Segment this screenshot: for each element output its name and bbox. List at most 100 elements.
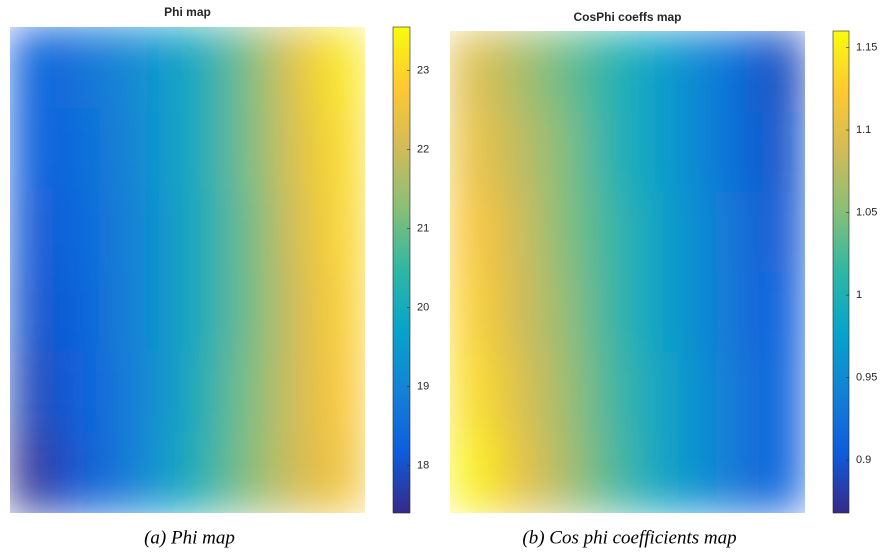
heatmap-cell: [627, 432, 673, 513]
heatmap-cell: [494, 352, 540, 434]
heatmap-cell: [10, 270, 55, 352]
heatmap-cell: [671, 432, 717, 513]
colorbar-tick-label: 1.05: [856, 206, 877, 218]
heatmap-cell: [494, 272, 540, 353]
heatmap-cell: [760, 352, 805, 434]
heatmap-cell: [450, 191, 495, 273]
heatmap-cell: [98, 189, 144, 271]
heatmap-cells: [10, 27, 365, 513]
chart-title: CosPhi coeffs map: [573, 10, 681, 24]
heatmap-cell: [276, 108, 322, 190]
colorbar-tick-label: 1.1: [856, 124, 871, 136]
colorbar-tick-label: 22: [417, 143, 429, 155]
heatmap-cell: [760, 111, 805, 193]
colorbar-tick-label: 19: [417, 380, 429, 392]
heatmap-cell: [450, 272, 495, 353]
heatmap-cell: [231, 189, 277, 271]
heatmap-cell: [276, 351, 322, 433]
heatmap-cell: [538, 31, 584, 112]
heatmap-cell: [583, 31, 628, 112]
heatmap-cell: [276, 432, 322, 513]
heatmap-cell: [98, 432, 144, 513]
heatmap-cell: [538, 191, 584, 273]
heatmap-cell: [320, 189, 365, 271]
heatmap-cell: [10, 189, 55, 271]
heatmap-cell: [187, 351, 233, 433]
heatmap-cell: [54, 108, 100, 190]
colorbar-tick-label: 1.15: [856, 41, 877, 53]
heatmap-cell: [627, 272, 673, 353]
chart-title: Phi map: [164, 5, 211, 19]
heatmap-cell: [671, 352, 717, 434]
heatmap-cell: [583, 352, 628, 434]
colorbar-tick-label: 23: [417, 64, 429, 76]
heatmap-cell: [494, 432, 540, 513]
heatmap-cell: [231, 270, 277, 352]
heatmap-cell: [671, 111, 717, 193]
heatmap-cell: [231, 432, 277, 513]
caption: (b) Cos phi coefficients map: [522, 527, 736, 548]
heatmap-cell: [583, 111, 628, 193]
heatmap-cell: [494, 31, 540, 112]
caption: (a) Phi map: [144, 527, 235, 548]
heatmap-cell: [320, 108, 365, 190]
heatmap-cell: [54, 270, 100, 352]
colorbar-tick-label: 0.9: [856, 454, 871, 466]
heatmap: [450, 31, 805, 513]
heatmap-cell: [54, 432, 100, 513]
heatmap-cell: [627, 111, 673, 193]
heatmap-cell: [143, 432, 188, 513]
heatmap-cell: [187, 108, 233, 190]
heatmap-cell: [54, 351, 100, 433]
heatmap-cell: [671, 272, 717, 353]
colorbar-tick-label: 21: [417, 222, 429, 234]
colorbar: [392, 26, 411, 514]
heatmap-cell: [671, 191, 717, 273]
heatmap-cell: [98, 351, 144, 433]
heatmap-cell: [10, 27, 55, 109]
heatmap-cell: [760, 272, 805, 353]
heatmap-cell: [494, 191, 540, 273]
heatmap-cell: [231, 108, 277, 190]
heatmap-cell: [538, 272, 584, 353]
heatmap-cell: [760, 191, 805, 273]
heatmap-cell: [276, 189, 322, 271]
heatmap-cell: [54, 27, 100, 109]
heatmap-cell: [320, 270, 365, 352]
heatmap-cell: [671, 31, 717, 112]
heatmap-cell: [583, 272, 628, 353]
heatmap-cell: [716, 111, 762, 193]
heatmap-cell: [98, 270, 144, 352]
heatmap-cell: [627, 191, 673, 273]
heatmap-cell: [231, 27, 277, 109]
heatmap-cell: [716, 352, 762, 434]
heatmap-cell: [450, 111, 495, 193]
heatmap-cell: [54, 189, 100, 271]
heatmap-cell: [627, 31, 673, 112]
heatmap-cell: [760, 432, 805, 513]
heatmap-cell: [187, 189, 233, 271]
colorbar-tick-label: 1: [856, 289, 862, 301]
heatmap-cell: [187, 432, 233, 513]
heatmap-cell: [538, 111, 584, 193]
heatmap-cell: [583, 432, 628, 513]
heatmap-cell: [143, 351, 188, 433]
heatmap-cell: [231, 351, 277, 433]
heatmap-cell: [538, 352, 584, 434]
heatmap-cell: [716, 31, 762, 112]
heatmap-cell: [538, 432, 584, 513]
heatmap-cell: [760, 31, 805, 112]
heatmap-cell: [320, 27, 365, 109]
heatmap-cell: [143, 27, 188, 109]
heatmap-cell: [450, 352, 495, 434]
heatmap-cell: [187, 270, 233, 352]
colorbar-tick-label: 18: [417, 459, 429, 471]
heatmap-cell: [450, 432, 495, 513]
colorbar-tick-label: 20: [417, 301, 429, 313]
heatmap-cell: [98, 108, 144, 190]
heatmap-cell: [320, 432, 365, 513]
heatmap-cell: [716, 432, 762, 513]
heatmap-cell: [627, 352, 673, 434]
heatmap-cell: [320, 351, 365, 433]
